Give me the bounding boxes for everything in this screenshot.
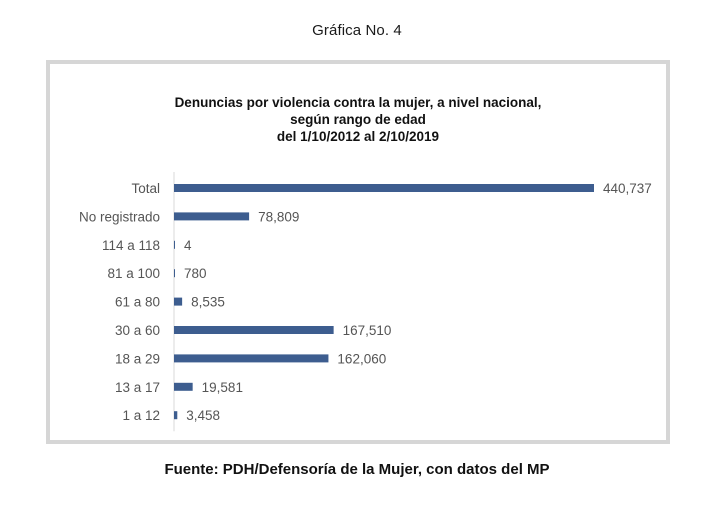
figure-heading: Gráfica No. 4 <box>312 22 402 39</box>
category-label: 30 a 60 <box>115 323 160 338</box>
bar <box>174 269 175 278</box>
bar <box>174 297 183 306</box>
category-label: 81 a 100 <box>107 266 160 281</box>
category-label: 1 a 12 <box>122 408 160 423</box>
bar <box>174 240 175 249</box>
value-label: 167,510 <box>343 323 392 338</box>
value-label: 8,535 <box>191 295 225 310</box>
category-label: No registrado <box>79 209 160 224</box>
category-label: 13 a 17 <box>115 380 160 395</box>
chart-title: Denuncias por violencia contra la mujer,… <box>50 94 666 145</box>
category-label: 114 a 118 <box>102 238 160 253</box>
source-note: Fuente: PDH/Defensoría de la Mujer, con … <box>164 461 550 478</box>
category-label: Total <box>131 181 160 196</box>
value-label: 3,458 <box>186 408 220 423</box>
bar <box>174 354 329 363</box>
value-label: 19,581 <box>202 380 243 395</box>
category-label: 18 a 29 <box>115 351 160 366</box>
bar <box>174 382 193 391</box>
bar <box>174 326 334 334</box>
value-label: 78,809 <box>258 209 299 224</box>
chart-title-line-1: Denuncias por violencia contra la mujer,… <box>174 95 542 110</box>
bar-chart: Total 440,737 No registrado 78,809 114 a 118… <box>79 172 652 432</box>
chart-frame: Denuncias por violencia contra la mujer,… <box>46 60 670 444</box>
value-label: 440,737 <box>603 181 652 196</box>
value-label: 780 <box>184 266 207 281</box>
chart-title-line-3: del 1/10/2012 al 2/10/2019 <box>276 129 440 144</box>
bar <box>174 212 250 221</box>
value-label: 4 <box>184 238 192 253</box>
bar <box>174 184 594 192</box>
chart-title-line-2: según rango de edad <box>290 112 426 127</box>
bar <box>174 411 178 420</box>
value-label: 162,060 <box>337 351 386 366</box>
category-label: 61 a 80 <box>115 295 160 310</box>
